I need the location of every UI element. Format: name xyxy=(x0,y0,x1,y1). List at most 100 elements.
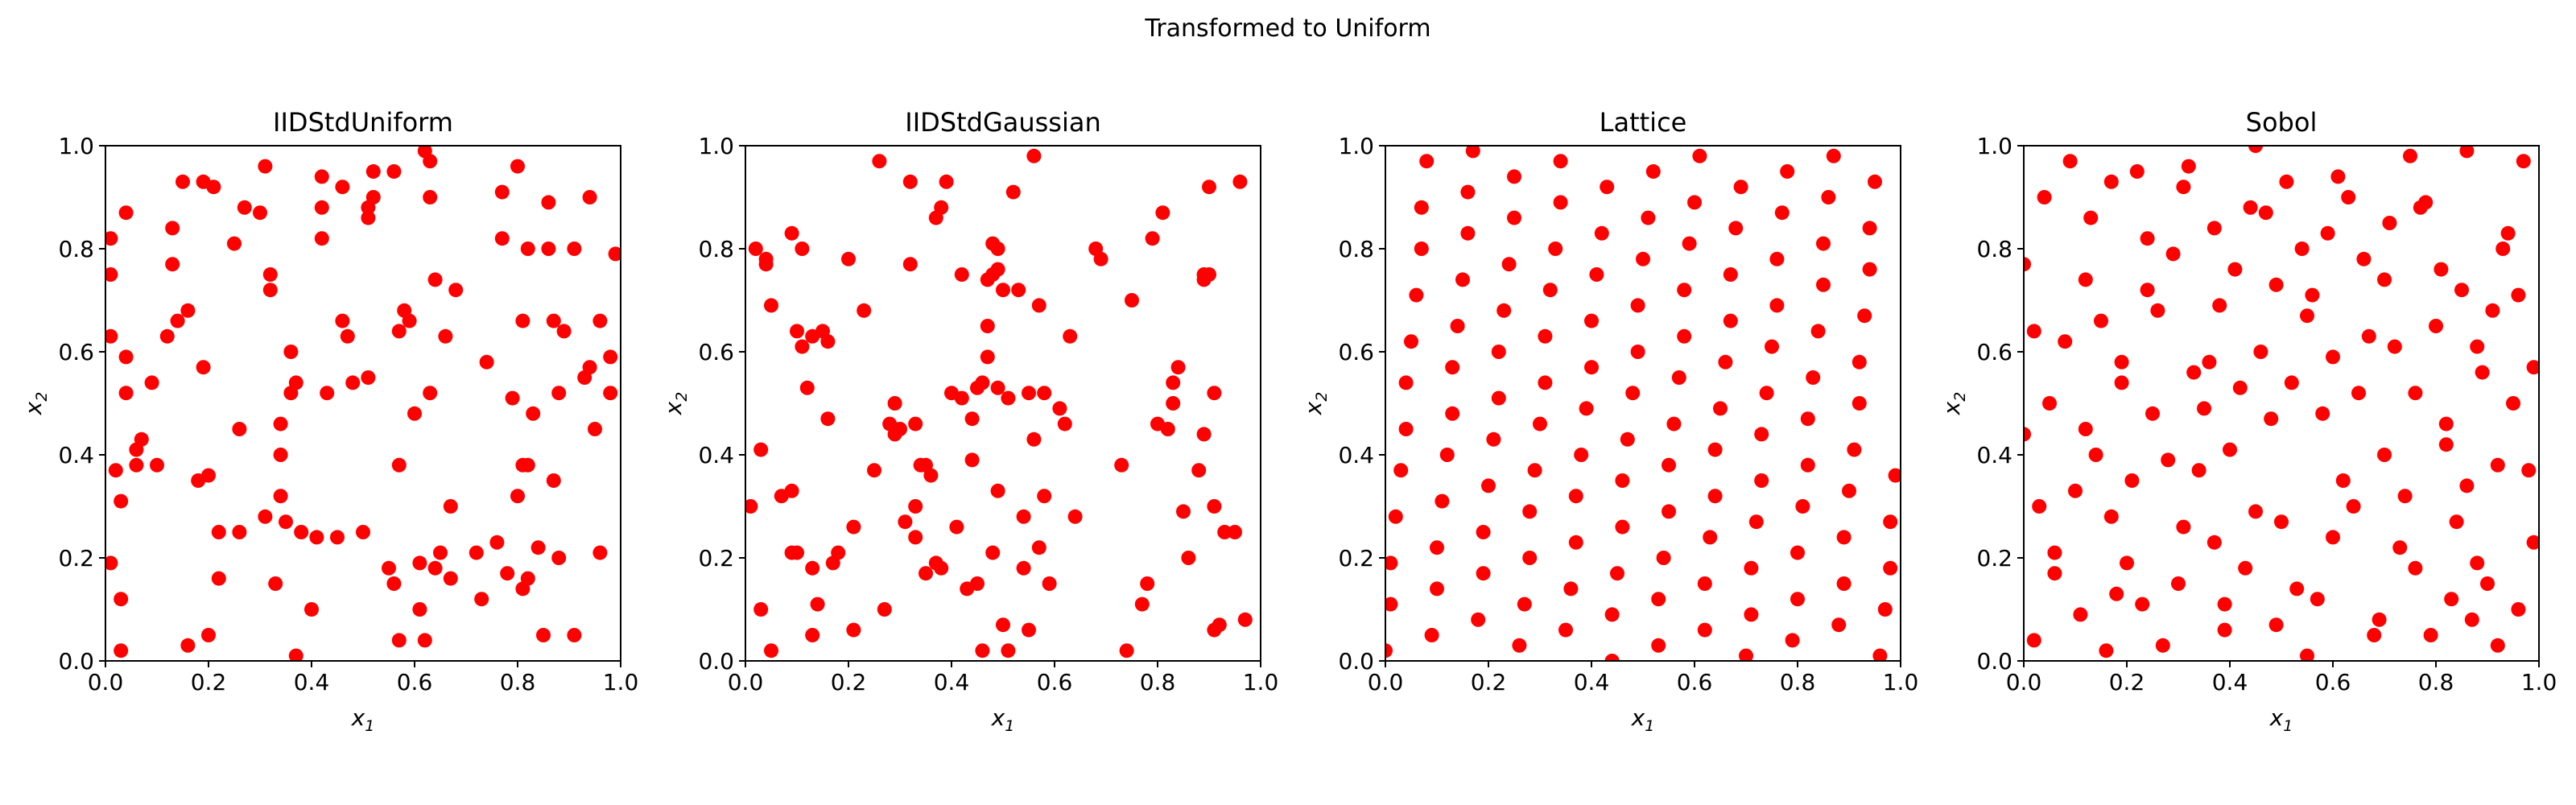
y-tick-label: 1.0 xyxy=(1338,133,1374,159)
scatter-point xyxy=(582,360,597,375)
scatter-point xyxy=(1568,489,1583,504)
scatter-point xyxy=(165,257,180,272)
scatter-point xyxy=(954,267,969,282)
y-axis-label: x2 xyxy=(660,392,691,416)
scatter-point xyxy=(2181,159,2196,174)
scatter-point xyxy=(1527,463,1542,478)
scatter-point xyxy=(1615,473,1630,488)
scatter-point xyxy=(1538,328,1553,344)
scatter-point xyxy=(1847,442,1862,457)
scatter-point xyxy=(2382,216,2397,230)
scatter-point xyxy=(2429,319,2443,333)
scatter-point xyxy=(1584,313,1599,328)
scatter-point xyxy=(2191,463,2207,478)
y-tick-label: 0.2 xyxy=(1338,545,1374,572)
x-tick-label: 0.6 xyxy=(397,669,433,696)
scatter-point xyxy=(2223,442,2237,457)
scatter-point xyxy=(846,622,861,638)
scatter-point xyxy=(1630,298,1645,313)
scatter-point xyxy=(2212,298,2227,313)
scatter-point xyxy=(1465,146,1480,159)
scatter-point xyxy=(939,174,954,189)
scatter-point xyxy=(2078,422,2093,436)
scatter-point xyxy=(288,648,303,661)
scatter-point xyxy=(196,360,211,375)
scatter-points xyxy=(745,148,1253,658)
scatter-point xyxy=(273,489,288,504)
scatter-point xyxy=(1604,607,1620,622)
scatter-point xyxy=(520,242,535,256)
scatter-point xyxy=(1842,483,1856,498)
scatter-point xyxy=(412,602,427,617)
x-tick-label: 0.0 xyxy=(88,669,124,696)
scatter-point xyxy=(990,242,1005,256)
scatter-point xyxy=(2511,287,2526,303)
scatter-point xyxy=(144,375,159,390)
scatter-point xyxy=(970,576,985,591)
scatter-point xyxy=(423,386,438,401)
scatter-point xyxy=(201,468,216,483)
scatter-point xyxy=(2356,251,2372,266)
scatter-point xyxy=(1491,345,1506,359)
scatter-point xyxy=(433,545,448,560)
scatter-point xyxy=(402,313,417,328)
x-tick-label: 0.4 xyxy=(294,669,330,696)
scatter-point xyxy=(365,164,381,179)
scatter-point xyxy=(790,324,804,339)
scatter-point xyxy=(258,509,273,524)
scatter-point xyxy=(1134,597,1150,612)
scatter-point xyxy=(2024,257,2031,272)
scatter-points xyxy=(105,146,621,661)
scatter-point xyxy=(1625,386,1641,401)
scatter-point xyxy=(541,242,556,256)
scatter-point xyxy=(1507,210,1521,225)
scatter-point xyxy=(877,602,892,617)
scatter-point xyxy=(382,560,396,576)
scatter-point xyxy=(1718,354,1733,369)
scatter-point xyxy=(902,174,918,189)
scatter-point xyxy=(159,328,175,344)
scatter-point xyxy=(2372,612,2387,627)
scatter-point xyxy=(1682,236,1697,251)
scatter-point xyxy=(211,571,226,586)
scatter-point xyxy=(592,545,608,560)
scatter-point xyxy=(1790,545,1805,560)
scatter-point xyxy=(1476,566,1491,581)
scatter-point xyxy=(1228,525,1242,539)
scatter-point xyxy=(758,257,774,272)
scatter-point xyxy=(1795,499,1810,514)
scatter-point xyxy=(2171,576,2186,591)
x-tick-label: 0.4 xyxy=(1574,669,1610,696)
scatter-point xyxy=(1491,390,1506,406)
scatter-point xyxy=(964,452,980,468)
scatter-point xyxy=(2408,386,2423,401)
scatter-point xyxy=(1414,242,1429,256)
scatter-point xyxy=(1744,560,1759,576)
scatter-point xyxy=(2397,489,2413,504)
scatter-point xyxy=(114,643,129,658)
scatter-point xyxy=(232,422,247,436)
y-axis-label: x2 xyxy=(1300,392,1331,416)
y-tick-label: 0.0 xyxy=(1976,648,2013,675)
scatter-point xyxy=(340,328,355,344)
scatter-point xyxy=(980,319,995,333)
scatter-point xyxy=(2326,349,2340,365)
scatter-point xyxy=(846,519,861,535)
scatter-point xyxy=(515,313,530,328)
scatter-point xyxy=(391,457,407,473)
scatter-point xyxy=(1774,205,1790,221)
scatter-point xyxy=(1057,416,1072,431)
scatter-point xyxy=(810,597,825,612)
scatter-point xyxy=(753,602,769,617)
scatter-point xyxy=(799,380,815,395)
scatter-point xyxy=(1816,277,1831,292)
scatter-point xyxy=(2490,457,2505,473)
x-tick-label: 1.0 xyxy=(1883,669,1919,696)
scatter-point xyxy=(1409,287,1424,303)
scatter-point xyxy=(1037,489,1052,504)
scatter-point xyxy=(469,545,484,560)
scatter-point xyxy=(165,221,180,236)
scatter-point xyxy=(2176,519,2191,535)
scatter-point xyxy=(1553,154,1568,169)
